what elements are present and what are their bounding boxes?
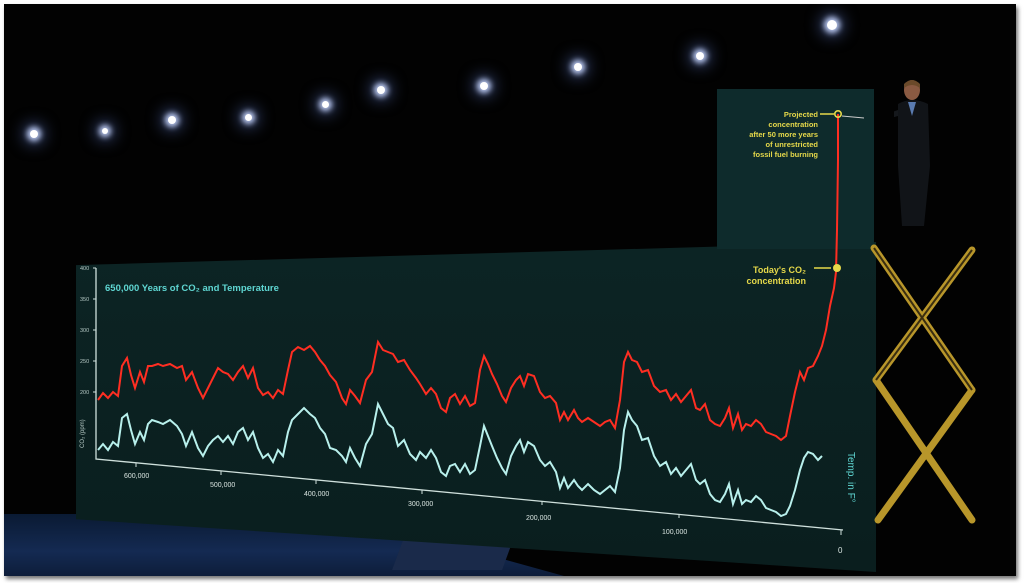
today-marker (833, 264, 841, 272)
co2-line (97, 114, 839, 442)
spotlight (574, 63, 582, 71)
spotlight (168, 116, 176, 124)
projected-line: Projected (783, 110, 818, 119)
y-ticks (93, 267, 96, 393)
x-tick-label: 500,000 (210, 482, 235, 489)
today-line: concentration (746, 276, 806, 286)
projected-line: of unrestricted (765, 140, 818, 149)
chart-axis (95, 268, 844, 531)
temperature-axis-label: Temp. in F° (845, 452, 856, 503)
spotlight (245, 114, 252, 121)
x-tick-label: 300,000 (408, 501, 433, 508)
projection-screen-tower (717, 89, 874, 249)
spotlight (827, 20, 837, 30)
spotlight (30, 130, 38, 138)
x-ticks (135, 463, 842, 535)
projection-screen (76, 242, 876, 572)
projected-line: after 50 more years (749, 130, 818, 139)
spotlight (322, 101, 329, 108)
todays-concentration-label: Today's CO₂ concentration (716, 265, 806, 287)
spotlight (102, 128, 108, 134)
y-tick-label: 200 (80, 390, 89, 396)
x-tick-label: 100,000 (662, 529, 687, 536)
scissor-lift (870, 244, 976, 524)
y-tick-label: 400 (80, 266, 89, 272)
temperature-line (97, 400, 823, 518)
projected-line: concentration (768, 120, 818, 129)
presenter (894, 80, 930, 226)
projected-marker (833, 110, 842, 119)
spotlight (480, 82, 488, 90)
today-line: Today's CO₂ (753, 265, 806, 275)
projected-line: fossil fuel burning (753, 150, 818, 159)
x-tick-label: 600,000 (124, 473, 149, 480)
projected-concentration-label: Projected concentration after 50 more ye… (722, 110, 818, 160)
chart-title: 650,000 Years of CO₂ and Temperature (105, 283, 279, 294)
photo-frame (4, 4, 1016, 576)
x-tick-label: 200,000 (526, 515, 551, 522)
x-tick-label: 0 (838, 546, 843, 555)
y-tick-label: 250 (80, 359, 89, 365)
x-tick-label: 400,000 (304, 491, 329, 498)
y-tick-label: 350 (80, 297, 89, 303)
spotlight (377, 86, 385, 94)
y-axis-label: CO₂ (ppm) (80, 419, 86, 448)
y-tick-label: 300 (80, 328, 89, 334)
spotlight (696, 52, 704, 60)
laser-pointer (841, 115, 865, 119)
